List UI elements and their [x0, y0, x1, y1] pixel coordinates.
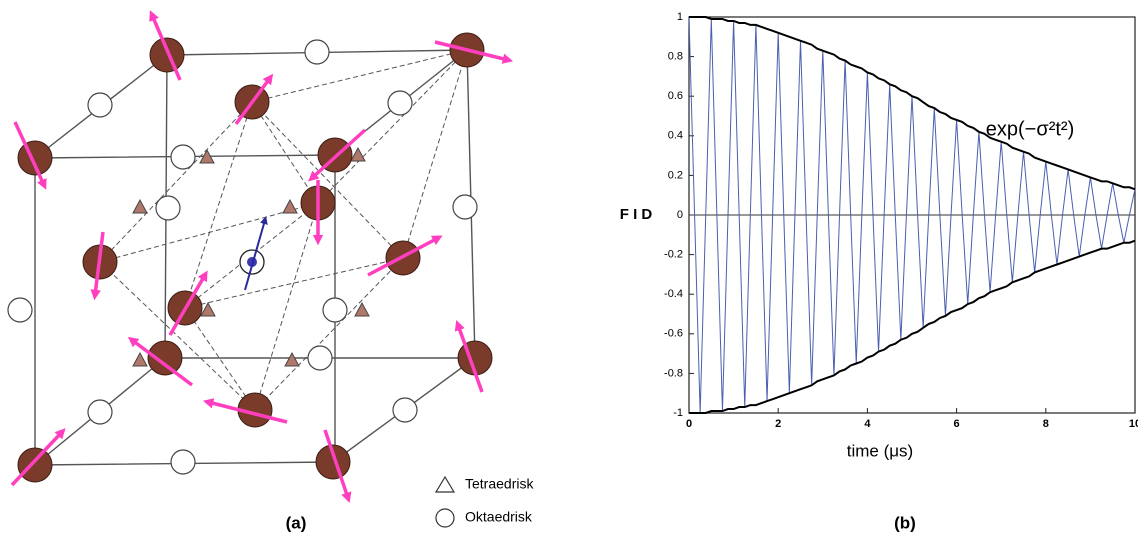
x-tick-label: 8	[1043, 418, 1049, 430]
y-axis-label: F I D	[620, 206, 653, 223]
x-tick-label: 2	[775, 418, 781, 430]
x-tick-label: 6	[954, 418, 960, 430]
x-tick-label: 0	[686, 418, 692, 430]
series-line	[689, 239, 1136, 414]
legend-label: Tetraedrisk	[465, 476, 534, 492]
x-axis-label: time (μs)	[847, 441, 913, 460]
y-tick-label: 0.2	[668, 169, 683, 181]
y-tick-label: 0	[677, 209, 683, 221]
legend-label: Oktaedrisk	[465, 509, 533, 525]
y-tick-label: -0.8	[664, 367, 683, 379]
y-tick-label: -1	[673, 407, 683, 419]
annotation: exp(−σ²t²)	[986, 118, 1074, 140]
y-tick-label: 0.6	[668, 90, 683, 102]
crystal-diagram: Tetraedrisk Oktaedrisk	[7, 10, 534, 528]
series-line	[689, 16, 1136, 191]
y-tick-label: 1	[677, 11, 683, 23]
y-tick-label: -0.4	[664, 288, 683, 300]
x-tick-label: 4	[864, 418, 871, 430]
x-tick-label: 10	[1129, 418, 1138, 430]
panel-label: (b)	[894, 513, 916, 532]
y-tick-label: -0.6	[664, 328, 683, 340]
y-tick-label: -0.2	[664, 249, 683, 261]
y-tick-label: 0.8	[668, 51, 683, 63]
panel-label: (a)	[286, 513, 307, 532]
y-tick-label: 0.4	[668, 130, 683, 142]
